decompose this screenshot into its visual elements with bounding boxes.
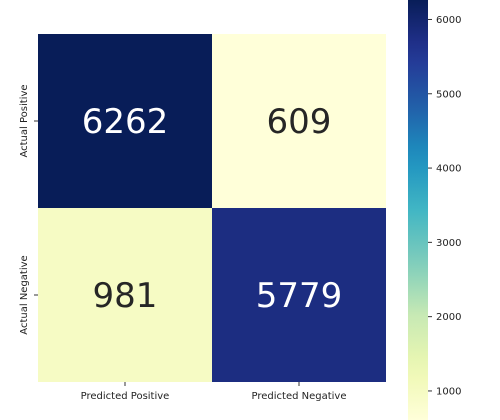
y-tick-label: Actual Positive [19,84,30,157]
colorbar-gradient [408,0,428,420]
x-tick-label: Predicted Negative [252,391,347,402]
colorbar: 1000 2000 3000 4000 5000 6000 [408,0,461,420]
heatmap-cell-1-0 [38,208,212,382]
colorbar-tick-label: 6000 [436,15,461,26]
heatmap-cell-0-0 [38,34,212,208]
y-axis: Actual Positive Actual Negative [19,84,38,335]
y-tick-label: Actual Negative [19,255,30,334]
colorbar-tick-label: 5000 [436,89,461,100]
cell-value-label-0-1: 609 [267,102,332,142]
heatmap-cell-0-1 [212,34,386,208]
x-tick-label: Predicted Positive [81,391,170,402]
cell-value-label-1-1: 5779 [256,276,343,316]
colorbar-tick-label: 4000 [436,164,461,175]
cell-value-label-0-0: 6262 [82,102,169,142]
colorbar-tick-label: 1000 [436,386,461,397]
heatmap-cell-1-1 [212,208,386,382]
x-axis: Predicted Positive Predicted Negative [81,382,347,402]
heatmap-grid: 6262 609 981 5779 [38,34,386,382]
colorbar-tick-label: 3000 [436,238,461,249]
colorbar-tick-label: 2000 [436,312,461,323]
cell-value-label-1-0: 981 [93,276,158,316]
